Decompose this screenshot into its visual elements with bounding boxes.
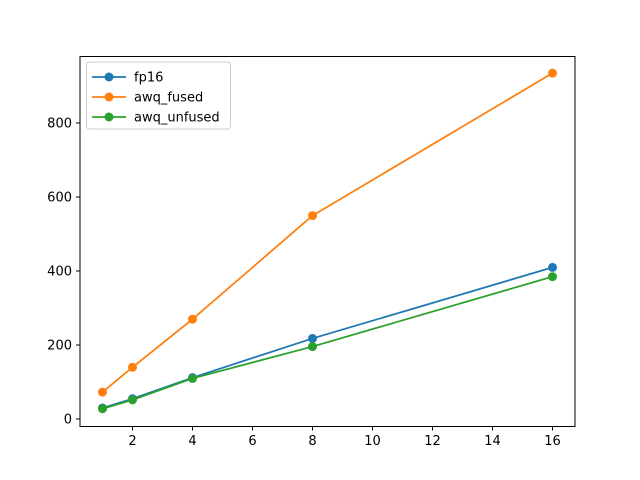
x-tick-label: 2	[128, 434, 136, 449]
legend-label-awq_unfused: awq_unfused	[134, 111, 220, 126]
x-tick-label: 10	[364, 434, 381, 449]
legend-marker-awq_unfused	[104, 112, 114, 122]
x-tick-label: 6	[248, 434, 256, 449]
y-tick-label: 400	[47, 265, 72, 280]
x-tick-label: 12	[424, 434, 441, 449]
y-tick-label: 600	[47, 191, 72, 206]
y-tick-label: 0	[64, 413, 72, 428]
x-tick-label: 4	[188, 434, 196, 449]
y-tick-label: 200	[47, 339, 72, 354]
legend: fp16 awq_fused awq_unfused	[86, 61, 231, 130]
series-marker-awq_fused	[98, 387, 107, 397]
series-marker-awq_unfused	[98, 404, 107, 414]
legend-label-awq_fused: awq_fused	[134, 91, 203, 106]
legend-box	[86, 61, 231, 130]
x-tick-label: 14	[484, 434, 501, 449]
series-marker-awq_fused	[128, 362, 137, 372]
series-marker-awq_unfused	[548, 272, 557, 282]
series-marker-awq_unfused	[308, 342, 317, 352]
legend-marker-fp16	[104, 72, 114, 82]
series-marker-awq_fused	[188, 314, 197, 324]
axes-frame	[79, 56, 576, 427]
x-tick-label: 8	[308, 434, 316, 449]
series-marker-awq_unfused	[188, 373, 197, 383]
x-tick-label: 16	[544, 434, 561, 449]
series-marker-fp16	[308, 333, 317, 343]
y-tick-label: 800	[47, 117, 72, 132]
series-marker-awq_fused	[308, 211, 317, 221]
legend-marker-awq_fused	[104, 92, 114, 102]
legend-label-fp16: fp16	[134, 71, 163, 86]
series-marker-awq_fused	[548, 68, 557, 78]
series-marker-fp16	[548, 262, 557, 272]
series-marker-awq_unfused	[128, 395, 137, 405]
